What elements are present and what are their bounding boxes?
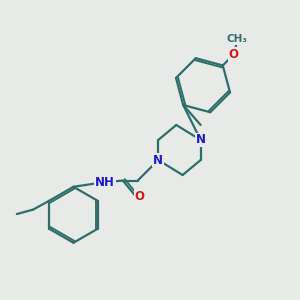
Text: O: O: [135, 190, 145, 203]
Text: N: N: [153, 154, 163, 166]
Text: N: N: [196, 134, 206, 146]
Text: O: O: [229, 48, 238, 61]
Text: NH: NH: [95, 176, 115, 189]
Text: CH₃: CH₃: [226, 34, 248, 44]
